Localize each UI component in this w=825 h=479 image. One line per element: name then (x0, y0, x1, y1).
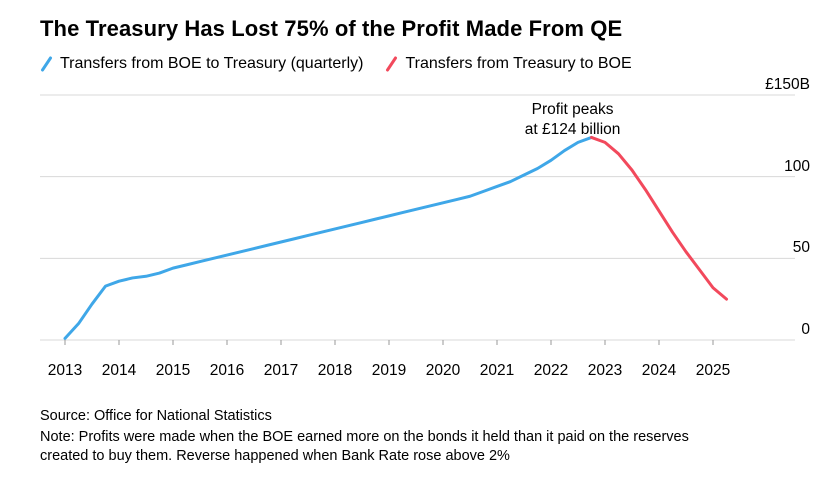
x-tick-label: 2020 (425, 362, 461, 379)
chart-legend: Transfers from BOE to Treasury (quarterl… (40, 55, 654, 73)
x-tick-label: 2025 (695, 362, 731, 379)
source-text: Source: Office for National Statistics (40, 408, 272, 424)
x-tick-label: 2018 (317, 362, 353, 379)
legend-item-label: Transfers from BOE to Treasury (quarterl… (60, 55, 364, 72)
series-line (63, 135, 593, 340)
x-tick-label: 2024 (641, 362, 677, 379)
legend-item: Transfers from BOE to Treasury (quarterl… (40, 55, 363, 73)
x-tick-label: 2016 (209, 362, 245, 379)
slash-icon (41, 56, 52, 72)
y-tick-label: 50 (792, 239, 810, 257)
peak-annotation-line2: at £124 billion (524, 121, 621, 139)
y-tick-label: £150B (765, 76, 810, 93)
chart-title: The Treasury Has Lost 75% of the Profit … (40, 16, 623, 41)
x-tick-label: 2023 (587, 362, 623, 379)
x-tick-label: 2017 (263, 362, 299, 379)
x-tick-label: 2014 (101, 362, 137, 379)
y-tick-label: 0 (801, 321, 810, 338)
footnote: Note: Profits were made when the BOE ear… (40, 428, 820, 466)
x-tick-label: 2021 (479, 362, 515, 379)
x-tick-label: 2022 (533, 362, 569, 379)
legend-item: Transfers from Treasury to BOE (385, 55, 632, 73)
y-tick-label: 100 (784, 157, 810, 175)
footnote-line2: created to buy them. Reverse happened wh… (40, 447, 510, 464)
x-tick-label: 2015 (155, 362, 191, 379)
legend-item-label: Transfers from Treasury to BOE (405, 55, 632, 72)
slash-icon (386, 56, 398, 72)
peak-annotation-line1: Profit peaks (531, 101, 614, 118)
x-tick-label: 2013 (47, 362, 83, 379)
footnote-line1: Note: Profits were made when the BOE ear… (40, 429, 689, 445)
series-line (590, 135, 728, 301)
x-tick-label: 2019 (371, 362, 407, 379)
peak-annotation: Profit peaks at £124 billion (488, 100, 658, 140)
